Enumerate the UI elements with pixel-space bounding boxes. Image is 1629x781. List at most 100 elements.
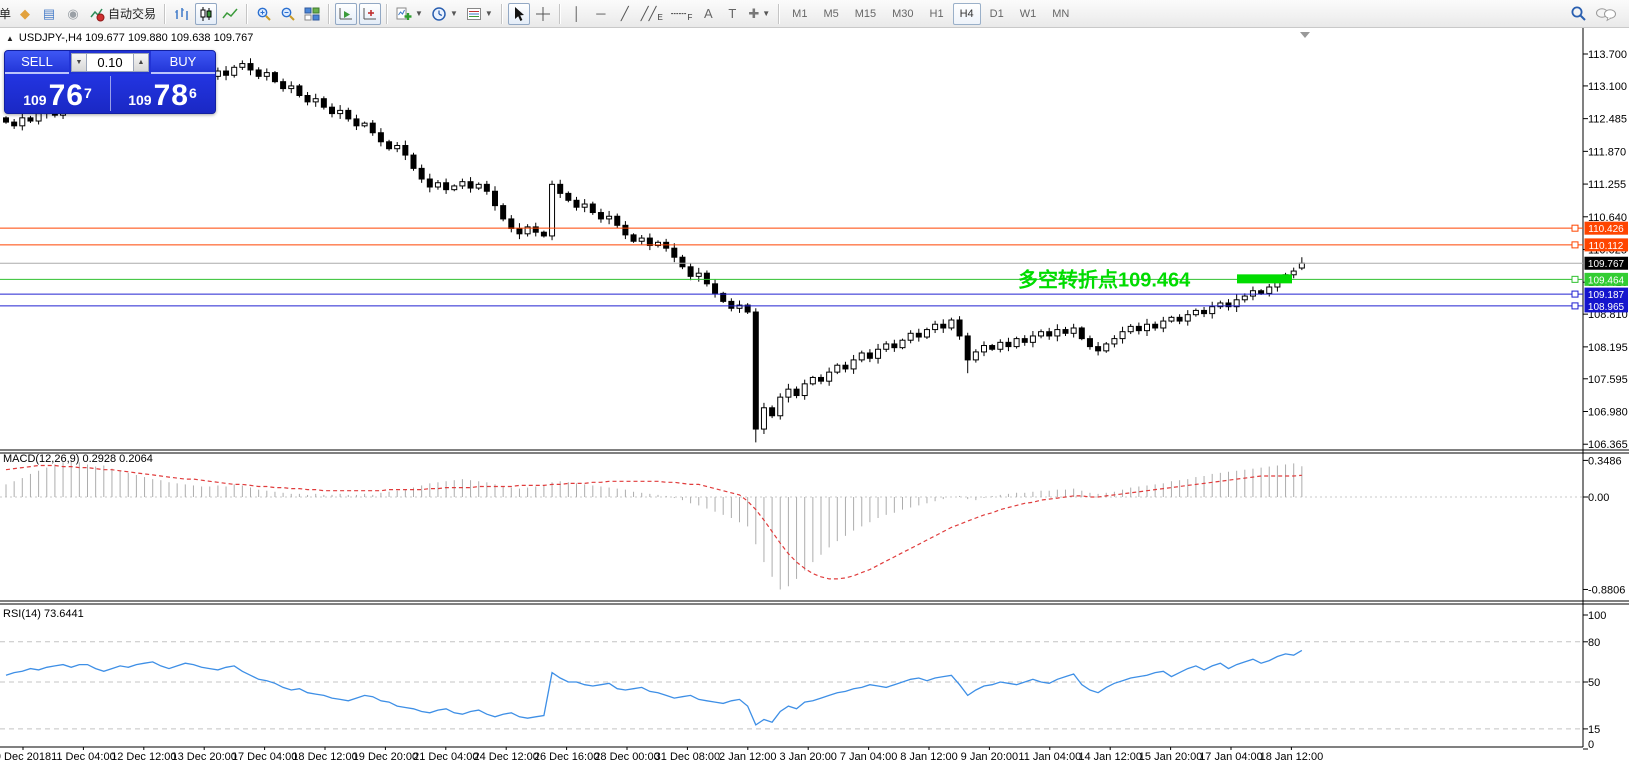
timeframe-M1[interactable]: M1: [792, 7, 808, 20]
trendline-icon[interactable]: ╱: [614, 3, 636, 25]
price-tick-label: 111.870: [1588, 146, 1626, 158]
one-click-trading-panel: SELL ▼ 0.10 ▲ BUY 109 76 7 109 78 6: [4, 50, 216, 114]
sell-price[interactable]: 109 76 7: [5, 74, 110, 113]
price-tag: [1584, 299, 1628, 313]
dropdown-arrow-icon[interactable]: ▼: [762, 9, 771, 18]
timeframe-M5[interactable]: M5: [823, 7, 839, 20]
chart-title-text: USDJPY-,H4 109.677 109.880 109.638 109.7…: [18, 32, 254, 44]
chart-shift-icon[interactable]: [359, 2, 382, 25]
volume-stepper: ▼ 0.10 ▲: [69, 51, 151, 74]
timeframe-M30[interactable]: M30: [892, 7, 914, 20]
sell-price-big: 76: [48, 79, 84, 112]
annotation-rectangle[interactable]: [1237, 274, 1292, 284]
chart-title-bar: ▲ USDJPY-,H4 109.677 109.880 109.638 109.…: [6, 32, 253, 44]
macd-axis: 0.3486 0.00 -0.8806: [0, 455, 1625, 596]
chart-area[interactable]: 113.700 113.100 112.485 111.870 111.255 110.6…: [0, 28, 1629, 776]
dropdown-arrow-icon[interactable]: ▼: [415, 9, 423, 18]
date-label: 7 Jan 04:00: [840, 751, 898, 763]
date-label: 18 Jan 12:00: [1260, 751, 1324, 763]
price-tag-label: 109.767: [1588, 259, 1625, 270]
chat-icon[interactable]: [1592, 3, 1620, 25]
cursor-icon[interactable]: [507, 2, 530, 25]
dropdown-arrow-icon[interactable]: ▼: [449, 9, 458, 18]
toolbar-separator: [386, 3, 389, 24]
horizontal-line-icon[interactable]: ─: [590, 3, 612, 25]
fibonacci-icon[interactable]: ┄┄ F: [668, 3, 696, 25]
volume-value[interactable]: 0.10: [87, 53, 133, 72]
timeframe-W1[interactable]: W1: [1019, 7, 1037, 20]
autotrading-button[interactable]: 自动交易: [86, 3, 159, 25]
trade-panel-prices: 109 76 7 109 78 6: [5, 74, 215, 113]
timeframe-H4[interactable]: H4: [952, 2, 981, 25]
zoom-in-icon[interactable]: [253, 3, 275, 25]
toolbar-separator: [778, 3, 781, 24]
crosshair-icon[interactable]: [532, 3, 554, 25]
level-handle[interactable]: [1571, 302, 1579, 310]
timeframe-M15[interactable]: M15: [854, 7, 877, 20]
line-chart-icon[interactable]: [219, 3, 241, 25]
indicators-icon[interactable]: ▼: [393, 3, 426, 25]
buy-button[interactable]: BUY: [151, 51, 215, 74]
buy-price-sup: 6: [188, 85, 197, 101]
sell-price-prefix: 109: [23, 92, 47, 108]
vertical-line-icon[interactable]: │: [566, 3, 588, 25]
rsi-axis: 100 80 50 15 0: [0, 610, 1606, 751]
price-tick-label: 107.595: [1588, 374, 1628, 386]
sell-button[interactable]: SELL: [5, 51, 69, 74]
macd-label: MACD(12,26,9) 0.2928 0.2064: [3, 453, 153, 465]
volume-increase-button[interactable]: ▲: [133, 53, 149, 72]
date-label: 9 Jan 20:00: [961, 751, 1019, 763]
level-handle[interactable]: [1571, 241, 1579, 249]
rsi-line: [5, 649, 1303, 726]
text-label-icon[interactable]: T: [721, 3, 743, 25]
buy-price-big: 78: [153, 79, 189, 112]
volume-decrease-button[interactable]: ▼: [71, 53, 87, 72]
chart-shift-marker[interactable]: [1300, 32, 1310, 38]
date-label: 11 Jan 04:00: [1018, 751, 1081, 763]
tile-windows-icon[interactable]: [301, 3, 323, 25]
price-tag: [1584, 238, 1628, 252]
level-handle[interactable]: [1571, 275, 1579, 283]
level-handle[interactable]: [1571, 290, 1579, 298]
zoom-out-icon[interactable]: [277, 3, 299, 25]
rsi-tick-label: 100: [1588, 610, 1606, 622]
price-tick-label: 113.700: [1588, 49, 1627, 61]
level-handle[interactable]: [1571, 224, 1579, 232]
price-tick-label: 110.640: [1588, 212, 1627, 224]
dropdown-arrow-icon[interactable]: ▼: [484, 9, 493, 18]
timeframe-H1[interactable]: H1: [929, 7, 944, 20]
date-label: 21 Dec 04:00: [413, 751, 478, 763]
date-label: 12 Dec 12:00: [111, 751, 176, 763]
tool-sub-letter: E: [657, 12, 663, 22]
trade-panel-top-row: SELL ▼ 0.10 ▲ BUY: [5, 51, 215, 74]
buy-price[interactable]: 109 78 6: [110, 74, 215, 113]
macd-histogram: [5, 460, 1303, 590]
price-tick-label: 106.365: [1588, 439, 1628, 451]
candlestick-chart-icon[interactable]: [195, 2, 218, 25]
turning-point-annotation[interactable]: 多空转折点109.464: [1018, 267, 1191, 291]
bar-chart-icon[interactable]: [171, 3, 193, 25]
equidistant-channel-icon[interactable]: ╱╱ E: [638, 3, 666, 25]
text-icon[interactable]: A: [697, 3, 719, 25]
price-tag-label: 109.464: [1588, 275, 1625, 286]
signals-icon[interactable]: ◉: [62, 3, 84, 25]
arrows-icon[interactable]: ✚ ▼: [745, 3, 773, 25]
autotrading-icon: [90, 8, 105, 21]
search-icon[interactable]: [1567, 3, 1590, 25]
chart-window-icon[interactable]: ▤: [38, 3, 60, 25]
toolbar-separator: [164, 3, 167, 24]
periods-icon[interactable]: ▼: [428, 3, 461, 25]
templates-icon[interactable]: ▼: [463, 3, 496, 25]
new-order-icon[interactable]: ◆: [14, 3, 36, 25]
timeframe-D1[interactable]: D1: [989, 7, 1004, 20]
toolbar-separator: [500, 3, 503, 24]
timeframe-MN[interactable]: MN: [1052, 7, 1070, 20]
price-tag-label: 108.965: [1588, 302, 1625, 313]
auto-scroll-icon[interactable]: [335, 2, 358, 25]
date-label: 14 Jan 12:00: [1078, 751, 1142, 763]
price-tag: [1584, 221, 1628, 235]
rsi-tick-label: 80: [1588, 637, 1600, 649]
chart-collapse-icon[interactable]: ▲: [6, 34, 14, 43]
